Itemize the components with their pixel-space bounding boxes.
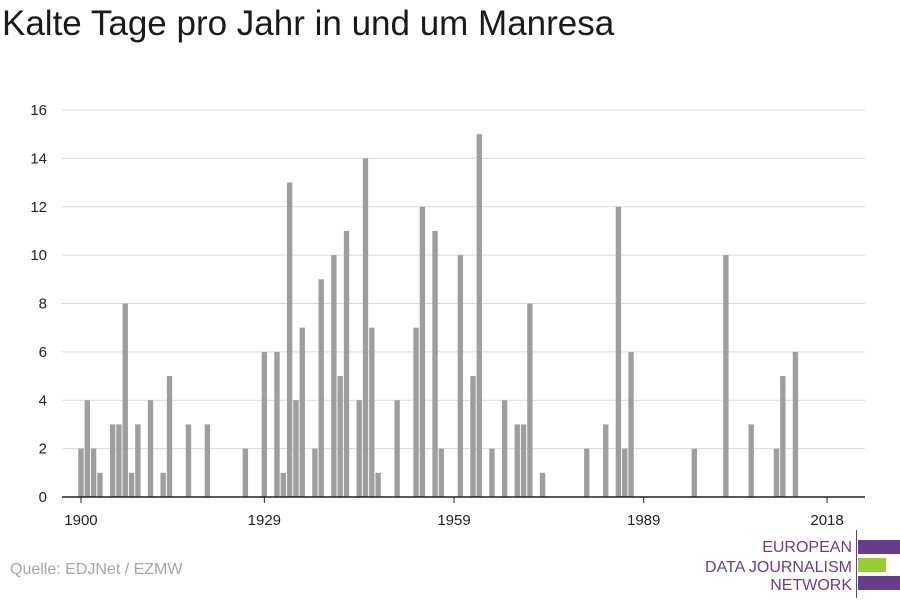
bar: [122, 303, 128, 497]
bar: [438, 448, 445, 497]
bar: [514, 424, 520, 497]
y-tick-label: 8: [39, 296, 47, 313]
logo-line-2: DATA JOURNALISM: [705, 559, 852, 576]
bar: [97, 472, 103, 497]
y-tick-label: 16: [30, 102, 47, 119]
bar: [116, 424, 122, 497]
source-note: Quelle: EDJNet / EZMW: [10, 561, 183, 578]
bar: [792, 351, 799, 497]
bar: [470, 376, 476, 497]
bar: [691, 448, 697, 497]
bar: [413, 327, 419, 497]
bar: [147, 400, 154, 497]
bar-chart: 1900 1929 1959 1989 2018 0 2 4 6 8 10 12 14 16: [30, 102, 865, 529]
bar: [90, 448, 97, 497]
bar: [432, 230, 438, 497]
bar: [394, 400, 400, 497]
bar: [520, 424, 527, 497]
bar: [343, 230, 350, 497]
logo-line-1: EUROPEAN: [762, 539, 852, 556]
bar: [299, 327, 305, 497]
bar: [274, 351, 280, 497]
x-tick-label: 1900: [64, 512, 97, 529]
bar: [375, 472, 381, 497]
y-tick-label: 2: [39, 441, 47, 458]
y-axis-ticks: 0 2 4 6 8 10 12 14 16: [30, 102, 47, 506]
bar: [622, 448, 628, 497]
bar: [337, 376, 343, 497]
bar: [773, 448, 780, 497]
y-tick-label: 6: [39, 344, 47, 361]
bar: [135, 424, 141, 497]
bar: [362, 158, 369, 497]
bar: [128, 472, 135, 497]
bar: [312, 448, 318, 497]
chart-title: Kalte Tage pro Jahr in und um Manresa: [2, 4, 615, 43]
bar: [242, 448, 249, 497]
bar: [185, 424, 192, 497]
logo-line-3: NETWORK: [770, 577, 852, 594]
x-tick-label: 1989: [627, 512, 660, 529]
bars: [78, 134, 799, 497]
bar: [166, 376, 173, 497]
y-tick-label: 14: [30, 150, 47, 167]
bar: [748, 424, 754, 497]
bar: [539, 472, 546, 497]
logo-bar-purple-top: [858, 540, 900, 554]
bar: [84, 400, 90, 497]
bar: [78, 448, 84, 497]
edjnet-logo: EUROPEAN DATA JOURNALISM NETWORK: [700, 530, 900, 600]
logo-separator: [856, 530, 857, 598]
bar: [476, 134, 482, 497]
x-tick-label: 1929: [248, 512, 281, 529]
y-tick-label: 10: [30, 247, 47, 264]
x-axis-ticks: 1900 1929 1959 1989 2018: [64, 497, 844, 529]
bar: [457, 255, 464, 497]
bar: [489, 448, 495, 497]
y-tick-label: 12: [30, 199, 47, 216]
logo-bar-green: [858, 558, 886, 572]
bar: [780, 376, 786, 497]
gridlines: [62, 109, 865, 450]
bar: [723, 255, 729, 497]
bar: [204, 424, 211, 497]
bar: [501, 400, 508, 497]
bar: [603, 424, 609, 497]
bar: [160, 472, 166, 497]
bar: [318, 279, 324, 497]
bar: [419, 206, 426, 497]
bar: [280, 472, 286, 497]
logo-bar-purple-bottom: [858, 576, 900, 590]
bar: [584, 448, 590, 497]
bar: [109, 424, 116, 497]
bar: [286, 182, 293, 497]
bar: [527, 303, 533, 497]
bar: [369, 327, 375, 497]
bar: [331, 255, 337, 497]
bar: [261, 351, 268, 497]
x-tick-label: 1959: [437, 512, 470, 529]
y-tick-label: 0: [39, 489, 47, 506]
bar: [628, 351, 634, 497]
bar: [356, 400, 362, 497]
bar: [615, 206, 622, 497]
x-tick-label: 2018: [810, 512, 843, 529]
bar: [293, 400, 299, 497]
y-tick-label: 4: [39, 392, 47, 409]
